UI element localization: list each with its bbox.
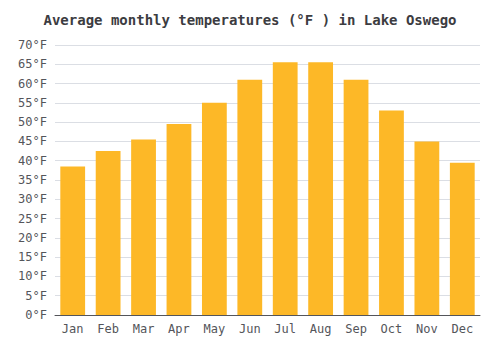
- svg-text:Aug: Aug: [310, 322, 332, 336]
- svg-text:40°F: 40°F: [18, 154, 47, 168]
- svg-text:Dec: Dec: [451, 322, 473, 336]
- svg-text:Feb: Feb: [97, 322, 119, 336]
- svg-text:30°F: 30°F: [18, 192, 47, 206]
- svg-text:Jan: Jan: [62, 322, 84, 336]
- svg-text:Apr: Apr: [168, 322, 190, 336]
- svg-text:Jun: Jun: [239, 322, 261, 336]
- svg-text:50°F: 50°F: [18, 115, 47, 129]
- svg-text:25°F: 25°F: [18, 212, 47, 226]
- svg-text:10°F: 10°F: [18, 269, 47, 283]
- svg-text:Mar: Mar: [133, 322, 155, 336]
- svg-text:65°F: 65°F: [18, 57, 47, 71]
- svg-text:0°F: 0°F: [25, 308, 47, 322]
- svg-text:May: May: [204, 322, 226, 336]
- svg-text:Oct: Oct: [381, 322, 403, 336]
- svg-text:Sep: Sep: [345, 322, 367, 336]
- svg-text:5°F: 5°F: [25, 289, 47, 303]
- svg-text:20°F: 20°F: [18, 231, 47, 245]
- svg-text:Nov: Nov: [416, 322, 438, 336]
- svg-text:Average monthly temperatures (: Average monthly temperatures (°F ) in La…: [43, 12, 456, 28]
- svg-text:45°F: 45°F: [18, 134, 47, 148]
- svg-text:60°F: 60°F: [18, 77, 47, 91]
- svg-text:Jul: Jul: [274, 322, 296, 336]
- svg-text:70°F: 70°F: [18, 38, 47, 52]
- svg-text:35°F: 35°F: [18, 173, 47, 187]
- svg-text:15°F: 15°F: [18, 250, 47, 264]
- svg-text:55°F: 55°F: [18, 96, 47, 110]
